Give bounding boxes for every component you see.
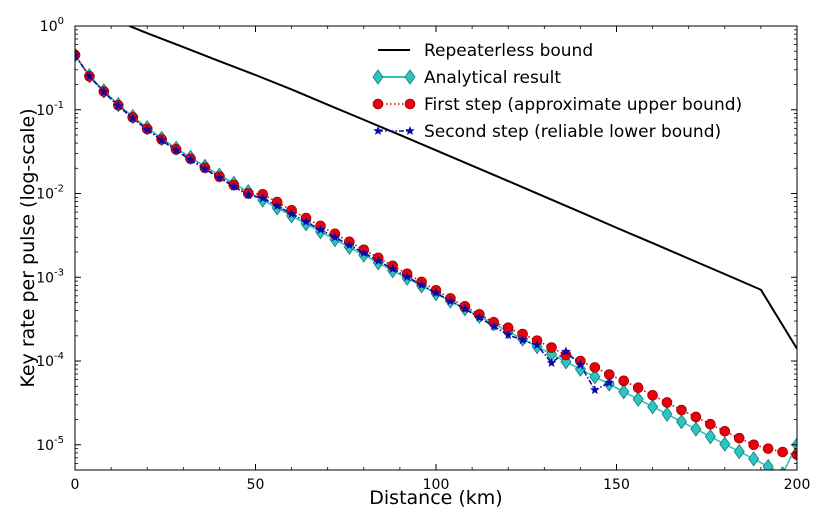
data-point [632, 391, 644, 407]
y-tick-label: 10-4 [36, 351, 64, 370]
legend-label-repeaterless: Repeaterless bound [424, 41, 593, 61]
data-point [777, 446, 788, 458]
data-point [748, 451, 760, 467]
data-point [128, 113, 138, 123]
data-point [214, 172, 225, 182]
data-point [705, 418, 716, 430]
data-point [719, 436, 731, 452]
legend-label-analytical: Analytical result [424, 68, 561, 88]
data-point [532, 340, 542, 350]
legend-marker-second-step-right [405, 126, 415, 135]
x-tick-label: 200 [784, 477, 811, 493]
data-point [590, 385, 600, 395]
data-point [474, 312, 485, 322]
data-point [359, 247, 369, 258]
data-point [330, 232, 340, 242]
data-point [733, 432, 745, 444]
y-tick-label: 10-2 [36, 184, 64, 203]
series-0 [128, 26, 797, 350]
data-point [575, 359, 586, 369]
data-point [402, 271, 412, 281]
series-layer [75, 26, 797, 470]
data-point [748, 439, 759, 451]
legend-marker-second-step-left [373, 126, 383, 135]
data-point [647, 389, 658, 401]
y-tick-label: 10-1 [36, 100, 64, 119]
data-point [185, 154, 196, 164]
data-point [315, 224, 326, 234]
data-point [690, 421, 702, 437]
data-point [647, 399, 659, 415]
data-point [489, 321, 499, 331]
data-point [200, 164, 210, 174]
data-point [762, 443, 774, 454]
ticks-layer: 0 50 100 150 200 100 10-1 10-2 10-3 10-4 10-5 [36, 16, 810, 493]
data-point [344, 240, 355, 250]
data-point [676, 404, 687, 416]
legend-label-first-step: First step (approximate upper bound) [424, 95, 742, 115]
legend: Repeaterless bound Analytical result Fir… [372, 41, 742, 142]
y-tick-label: 10-3 [36, 267, 64, 286]
x-tick-label: 150 [603, 477, 630, 493]
data-point [257, 193, 268, 203]
data-point [431, 287, 441, 297]
series-line [75, 54, 610, 392]
series-3 [75, 50, 615, 395]
data-point [704, 428, 716, 445]
data-point [561, 346, 571, 356]
series-line [128, 26, 797, 350]
data-point [589, 362, 601, 373]
data-point [661, 406, 673, 422]
x-tick-label: 50 [247, 477, 265, 493]
data-point [546, 357, 557, 367]
y-axis-title: Key rate per pulse (log-scale) [17, 108, 39, 387]
data-point [373, 255, 383, 265]
data-point [171, 145, 181, 155]
data-point [75, 50, 80, 60]
y-tick-label: 100 [40, 16, 64, 35]
data-point [229, 181, 239, 191]
data-point [661, 397, 673, 408]
data-point [618, 375, 630, 387]
data-point [503, 329, 513, 339]
data-point [416, 279, 427, 289]
data-point [690, 411, 702, 423]
data-point [604, 377, 615, 387]
data-point [142, 124, 152, 134]
data-point [272, 200, 282, 211]
data-point [632, 382, 644, 394]
legend-marker-first-step-right [404, 98, 416, 110]
y-tick-label: 10-5 [36, 435, 64, 454]
data-point [733, 443, 745, 460]
legend-marker-analytical-left [372, 69, 384, 85]
data-point [99, 86, 109, 97]
data-point [762, 458, 774, 470]
legend-marker-first-step-left [372, 98, 384, 110]
data-point [460, 303, 470, 313]
data-point [791, 449, 797, 461]
data-point [84, 71, 95, 81]
plot-area [75, 26, 797, 470]
data-point [589, 369, 601, 385]
data-point [517, 335, 528, 345]
data-point [243, 190, 254, 200]
data-point [675, 413, 687, 430]
x-tick-label: 0 [71, 477, 80, 493]
data-point [546, 342, 557, 353]
data-point [618, 384, 630, 400]
legend-marker-analytical-right [404, 69, 416, 85]
data-point [779, 466, 786, 470]
legend-label-second-step: Second step (reliable lower bound) [424, 122, 721, 142]
data-point [719, 425, 731, 437]
data-point [113, 100, 124, 111]
data-point [387, 263, 398, 273]
data-point [156, 135, 167, 145]
data-point [286, 208, 297, 219]
x-tick-label: 100 [423, 477, 450, 493]
data-point [301, 216, 311, 226]
x-axis-title: Distance (km) [369, 487, 502, 509]
data-point [445, 296, 456, 306]
